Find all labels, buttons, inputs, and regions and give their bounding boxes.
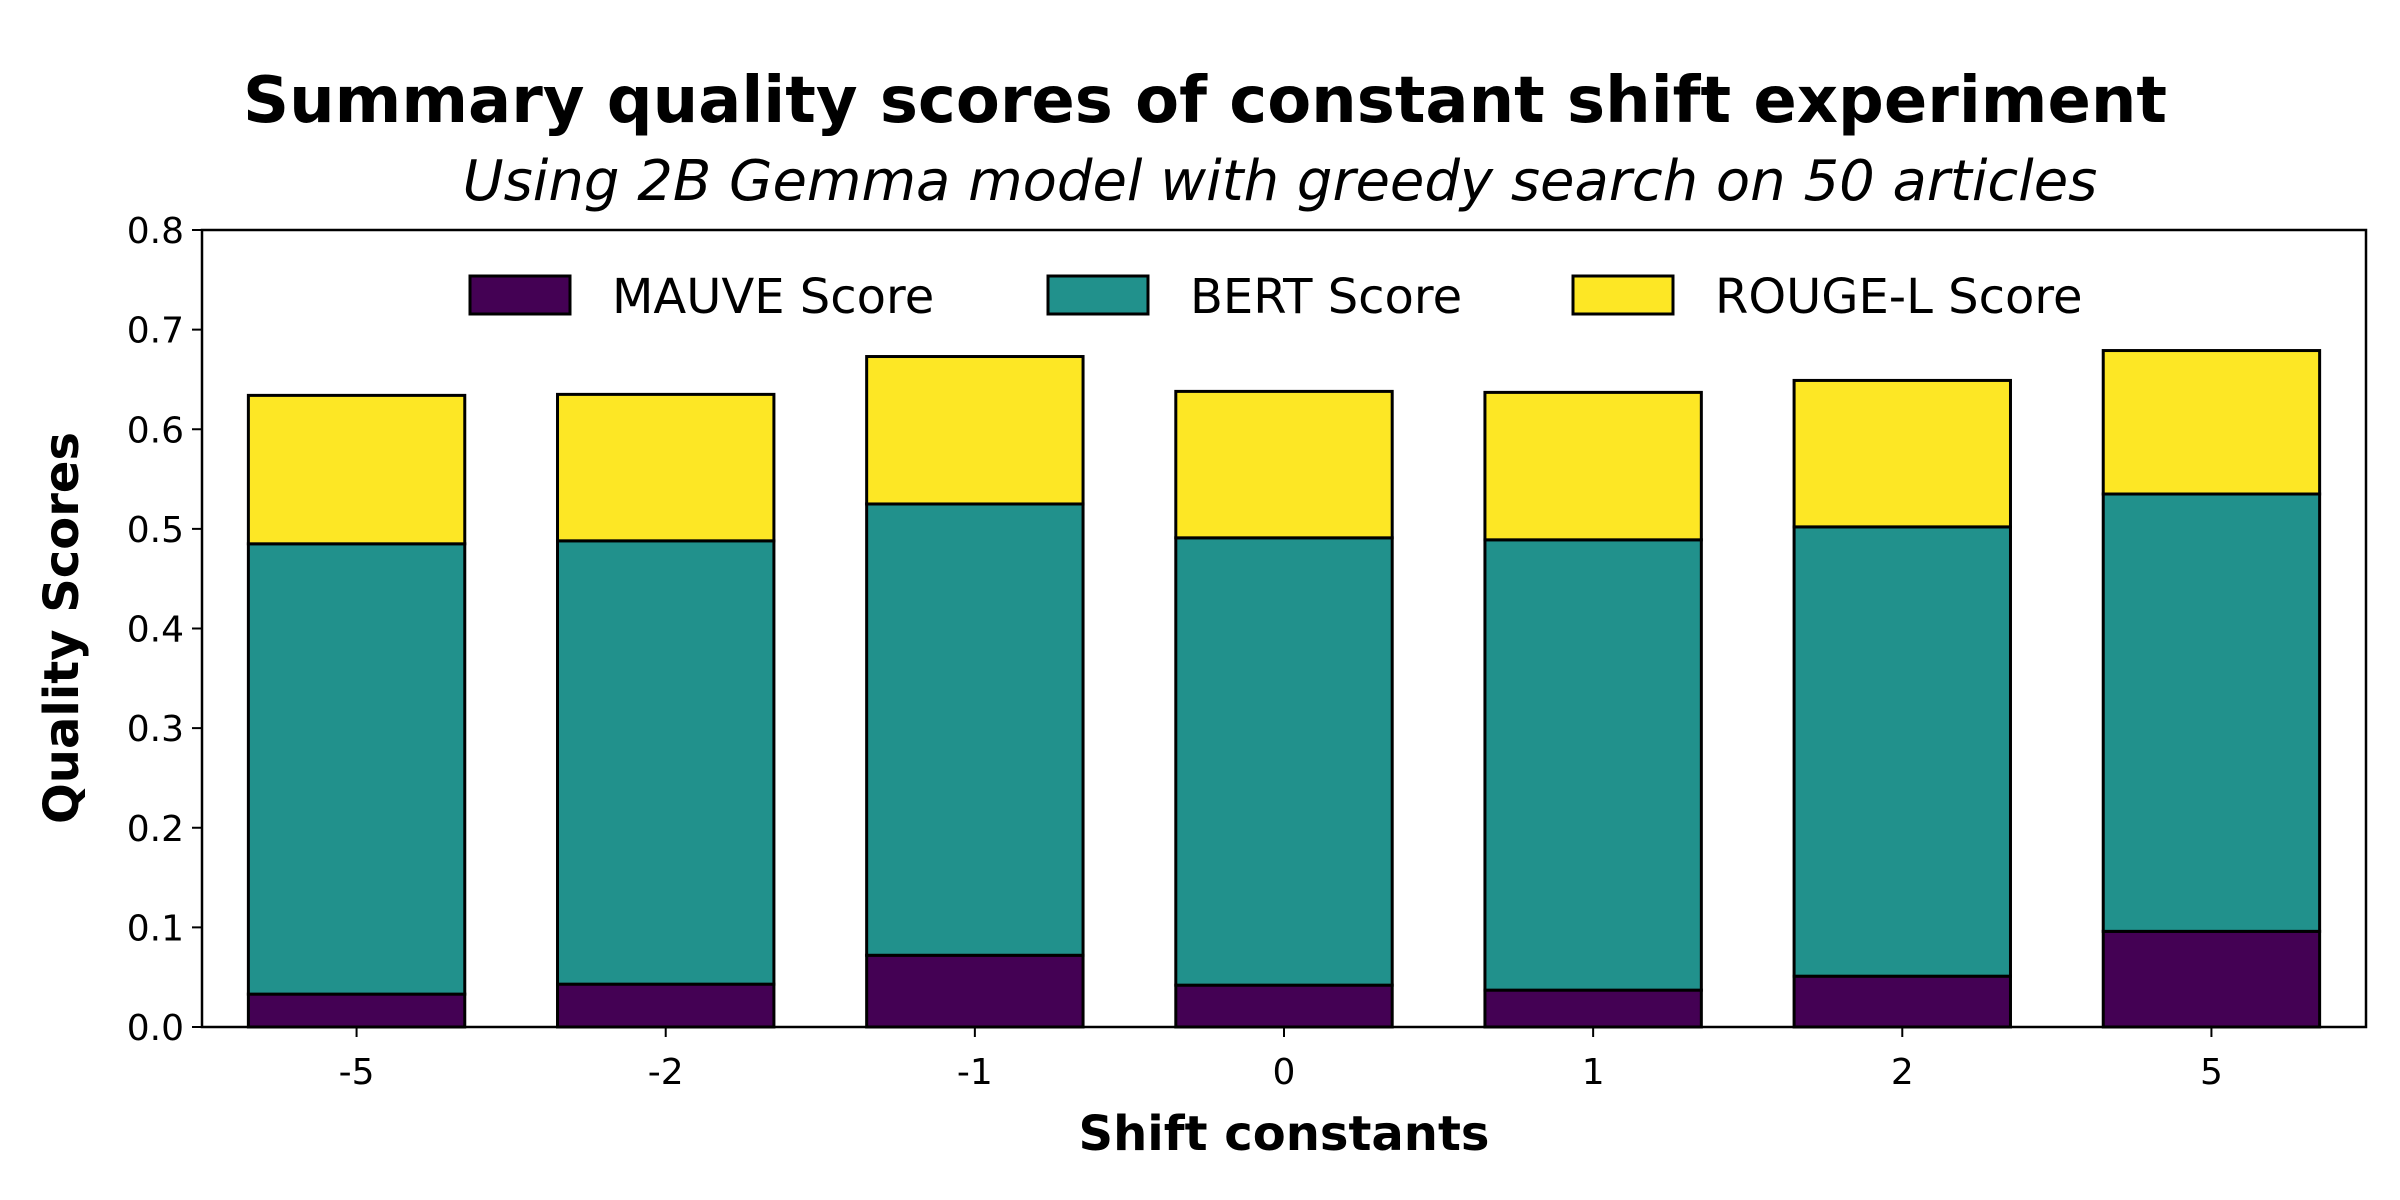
y-tick-label: 0.1 <box>127 908 184 949</box>
y-tick-label: 0.6 <box>127 410 184 451</box>
bar-rouge-l-score-1 <box>1483 390 1703 542</box>
bar-bert-score-0 <box>1174 536 1394 987</box>
bar-rouge-l-score-neg1 <box>865 355 1085 506</box>
bar-bert-score-5 <box>2101 492 2322 933</box>
bar-bert-score-2 <box>1792 525 2012 978</box>
legend-label: BERT Score <box>1190 269 1462 325</box>
bar-mauve-score-5 <box>2101 929 2322 1029</box>
bar-bert-score-1 <box>1483 538 1703 992</box>
x-tick-label: -2 <box>648 1052 684 1093</box>
bar-bert-score-neg1 <box>865 502 1085 957</box>
y-tick-label: 0.3 <box>127 709 184 750</box>
legend-label: MAUVE Score <box>612 269 934 325</box>
legend-swatch-bert-score <box>1046 274 1150 316</box>
bar-mauve-score-0 <box>1174 983 1394 1029</box>
x-tick-label: -5 <box>339 1052 375 1093</box>
bar-rouge-l-score-neg5 <box>246 393 467 546</box>
y-tick-label: 0.0 <box>127 1008 184 1049</box>
legend-label: ROUGE-L Score <box>1715 269 2083 325</box>
x-tick-label: -1 <box>957 1052 993 1093</box>
y-axis-label: Quality Scores <box>34 432 90 824</box>
x-tick-label: 5 <box>2200 1052 2223 1093</box>
y-tick-label: 0.7 <box>127 311 184 352</box>
legend: MAUVE Score BERT Score ROUGE-L Score <box>468 269 2083 325</box>
bar-mauve-score-neg1 <box>865 953 1085 1029</box>
bar-bert-score-neg2 <box>556 539 776 986</box>
x-tick-label: 1 <box>1582 1052 1605 1093</box>
chart-title: Summary quality scores of constant shift… <box>243 64 2167 138</box>
bars-layer <box>246 349 2322 1029</box>
y-tick-label: 0.5 <box>127 510 184 551</box>
bar-bert-score-neg5 <box>246 542 467 996</box>
x-axis-label: Shift constants <box>1079 1106 1490 1162</box>
legend-swatch-rouge-l-score <box>1571 274 1675 316</box>
chart-subtitle: Using 2B Gemma model with greedy search … <box>463 149 2098 214</box>
y-tick-label: 0.2 <box>127 809 184 850</box>
bar-rouge-l-score-0 <box>1174 389 1394 540</box>
bar-mauve-score-2 <box>1792 974 2012 1029</box>
bar-mauve-score-neg2 <box>556 982 776 1029</box>
y-tick-label: 0.8 <box>127 211 184 252</box>
x-tick-label: 2 <box>1891 1052 1914 1093</box>
bar-rouge-l-score-5 <box>2101 349 2322 496</box>
bar-mauve-score-1 <box>1483 988 1703 1029</box>
bar-rouge-l-score-neg2 <box>556 392 776 543</box>
bar-mauve-score-neg5 <box>246 992 467 1029</box>
legend-swatch-mauve-score <box>468 274 572 316</box>
y-tick-label: 0.4 <box>127 610 184 651</box>
x-tick-label: 0 <box>1273 1052 1296 1093</box>
axes-layer: -5 -2 -1 0 1 2 5 0.0 0.1 0.2 0.3 0.4 0.5 0.6 0.7 0.8 <box>127 211 2368 1093</box>
bar-rouge-l-score-2 <box>1792 378 2012 529</box>
plot-frame <box>200 228 2368 1029</box>
